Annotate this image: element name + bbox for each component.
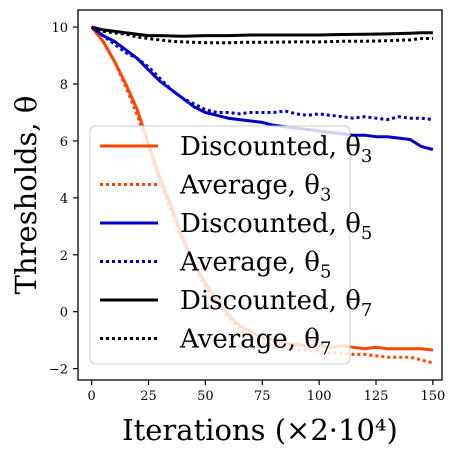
y-axis-title: Thresholds, θ: [9, 96, 43, 295]
legend-entry-subscript: 5: [320, 262, 331, 283]
legend-entry-label: Average, θ5: [179, 248, 331, 283]
legend-entry-label: Average, θ7: [179, 325, 331, 360]
x-tick-label: 25: [140, 389, 157, 404]
legend-entry-text: Discounted, θ: [180, 132, 361, 162]
legend-entry-label: Discounted, θ3: [180, 132, 372, 167]
y-tick-label: 6: [60, 135, 68, 150]
legend-entry-label: Discounted, θ5: [180, 209, 372, 244]
series-line-4: [90, 25, 434, 122]
x-tick-label: 100: [307, 389, 332, 404]
legend-entry-subscript: 7: [361, 300, 372, 321]
series-line-3: [90, 25, 434, 151]
y-tick-label: 10: [51, 21, 68, 36]
x-tick-label: 75: [254, 389, 271, 404]
y-tick-label: 4: [60, 192, 68, 207]
x-axis-title: Iterations (×2·10⁴): [122, 413, 398, 447]
legend-entry-label: Discounted, θ7: [180, 286, 372, 321]
legend-entry-text: Average, θ: [179, 325, 320, 355]
y-tick-label: 2: [60, 249, 68, 264]
legend-entry-text: Discounted, θ: [180, 209, 361, 239]
legend-entry-text: Discounted, θ: [180, 286, 361, 316]
y-tick-label: −2: [49, 363, 68, 378]
legend-entry-subscript: 3: [361, 146, 372, 167]
series-line-5: [91, 25, 433, 38]
series-line-6: [91, 25, 433, 45]
y-tick-label: 8: [60, 78, 68, 93]
legend-entry-label: Average, θ3: [179, 171, 331, 206]
x-tick-label: 0: [88, 389, 96, 404]
x-tick-label: 150: [420, 389, 445, 404]
legend-entry-subscript: 5: [361, 223, 372, 244]
plot-frame: [77, 9, 443, 381]
legend-entry-text: Average, θ: [179, 171, 320, 201]
x-tick-label: 125: [364, 389, 389, 404]
y-tick-label: 0: [60, 306, 68, 321]
x-tick-label: 50: [197, 389, 214, 404]
legend-entry-subscript: 7: [320, 339, 331, 360]
legend-entry-subscript: 3: [320, 185, 331, 206]
legend-entry-text: Average, θ: [179, 248, 320, 278]
